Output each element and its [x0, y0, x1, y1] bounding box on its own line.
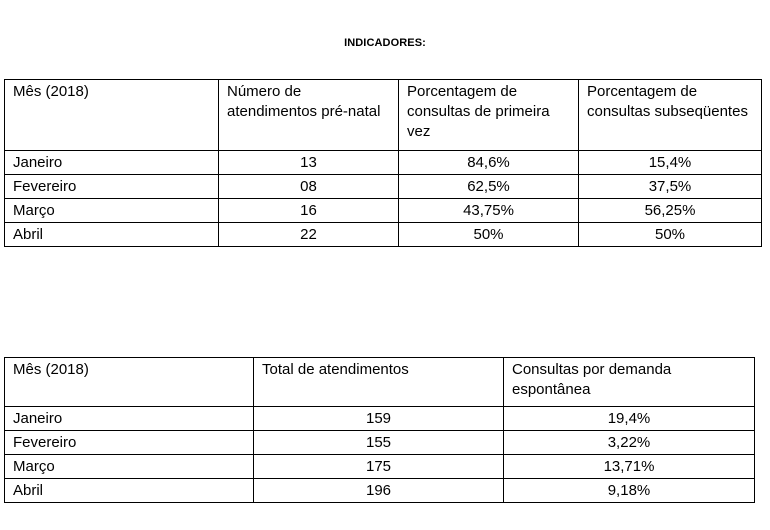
header-month: Mês (2018) [4, 357, 254, 407]
table-row: Abril 22 50% 50% [4, 222, 762, 247]
cell-spontaneous-demand: 19,4% [503, 406, 755, 431]
cell-month: Abril [4, 478, 254, 503]
cell-subsequent-pct: 37,5% [578, 174, 762, 199]
cell-prenatal-count: 08 [218, 174, 399, 199]
cell-first-visit-pct: 43,75% [398, 198, 579, 223]
table-row: Janeiro 159 19,4% [4, 406, 755, 431]
cell-month: Março [4, 198, 219, 223]
cell-subsequent-pct: 15,4% [578, 150, 762, 175]
cell-month: Janeiro [4, 406, 254, 431]
header-total-attendances: Total de atendimentos [253, 357, 504, 407]
cell-first-visit-pct: 84,6% [398, 150, 579, 175]
table-row: Março 16 43,75% 56,25% [4, 198, 762, 223]
page-title: INDICADORES: [344, 37, 426, 49]
header-subsequent-pct: Porcentagem de consultas subseqüentes [578, 79, 762, 151]
header-first-visit-pct: Porcentagem de consultas de primeira vez [398, 79, 579, 151]
header-spontaneous-demand: Consultas por demanda espontânea [503, 357, 755, 407]
table-header-row: Mês (2018) Total de atendimentos Consult… [4, 357, 755, 407]
cell-first-visit-pct: 50% [398, 222, 579, 247]
attendance-table: Mês (2018) Total de atendimentos Consult… [4, 357, 755, 503]
header-prenatal-count: Número de atendimentos pré-natal [218, 79, 399, 151]
cell-spontaneous-demand: 9,18% [503, 478, 755, 503]
table-row: Fevereiro 155 3,22% [4, 430, 755, 455]
prenatal-indicators-table: Mês (2018) Número de atendimentos pré-na… [4, 79, 762, 247]
cell-spontaneous-demand: 3,22% [503, 430, 755, 455]
cell-month: Fevereiro [4, 174, 219, 199]
cell-prenatal-count: 13 [218, 150, 399, 175]
cell-total-attendances: 155 [253, 430, 504, 455]
cell-first-visit-pct: 62,5% [398, 174, 579, 199]
table-header-row: Mês (2018) Número de atendimentos pré-na… [4, 79, 762, 151]
cell-month: Janeiro [4, 150, 219, 175]
cell-subsequent-pct: 56,25% [578, 198, 762, 223]
header-month: Mês (2018) [4, 79, 219, 151]
cell-prenatal-count: 16 [218, 198, 399, 223]
cell-month: Março [4, 454, 254, 479]
cell-subsequent-pct: 50% [578, 222, 762, 247]
cell-total-attendances: 175 [253, 454, 504, 479]
cell-total-attendances: 196 [253, 478, 504, 503]
cell-total-attendances: 159 [253, 406, 504, 431]
table-row: Março 175 13,71% [4, 454, 755, 479]
cell-prenatal-count: 22 [218, 222, 399, 247]
table-row: Abril 196 9,18% [4, 478, 755, 503]
cell-month: Abril [4, 222, 219, 247]
table-row: Fevereiro 08 62,5% 37,5% [4, 174, 762, 199]
table-row: Janeiro 13 84,6% 15,4% [4, 150, 762, 175]
cell-spontaneous-demand: 13,71% [503, 454, 755, 479]
cell-month: Fevereiro [4, 430, 254, 455]
